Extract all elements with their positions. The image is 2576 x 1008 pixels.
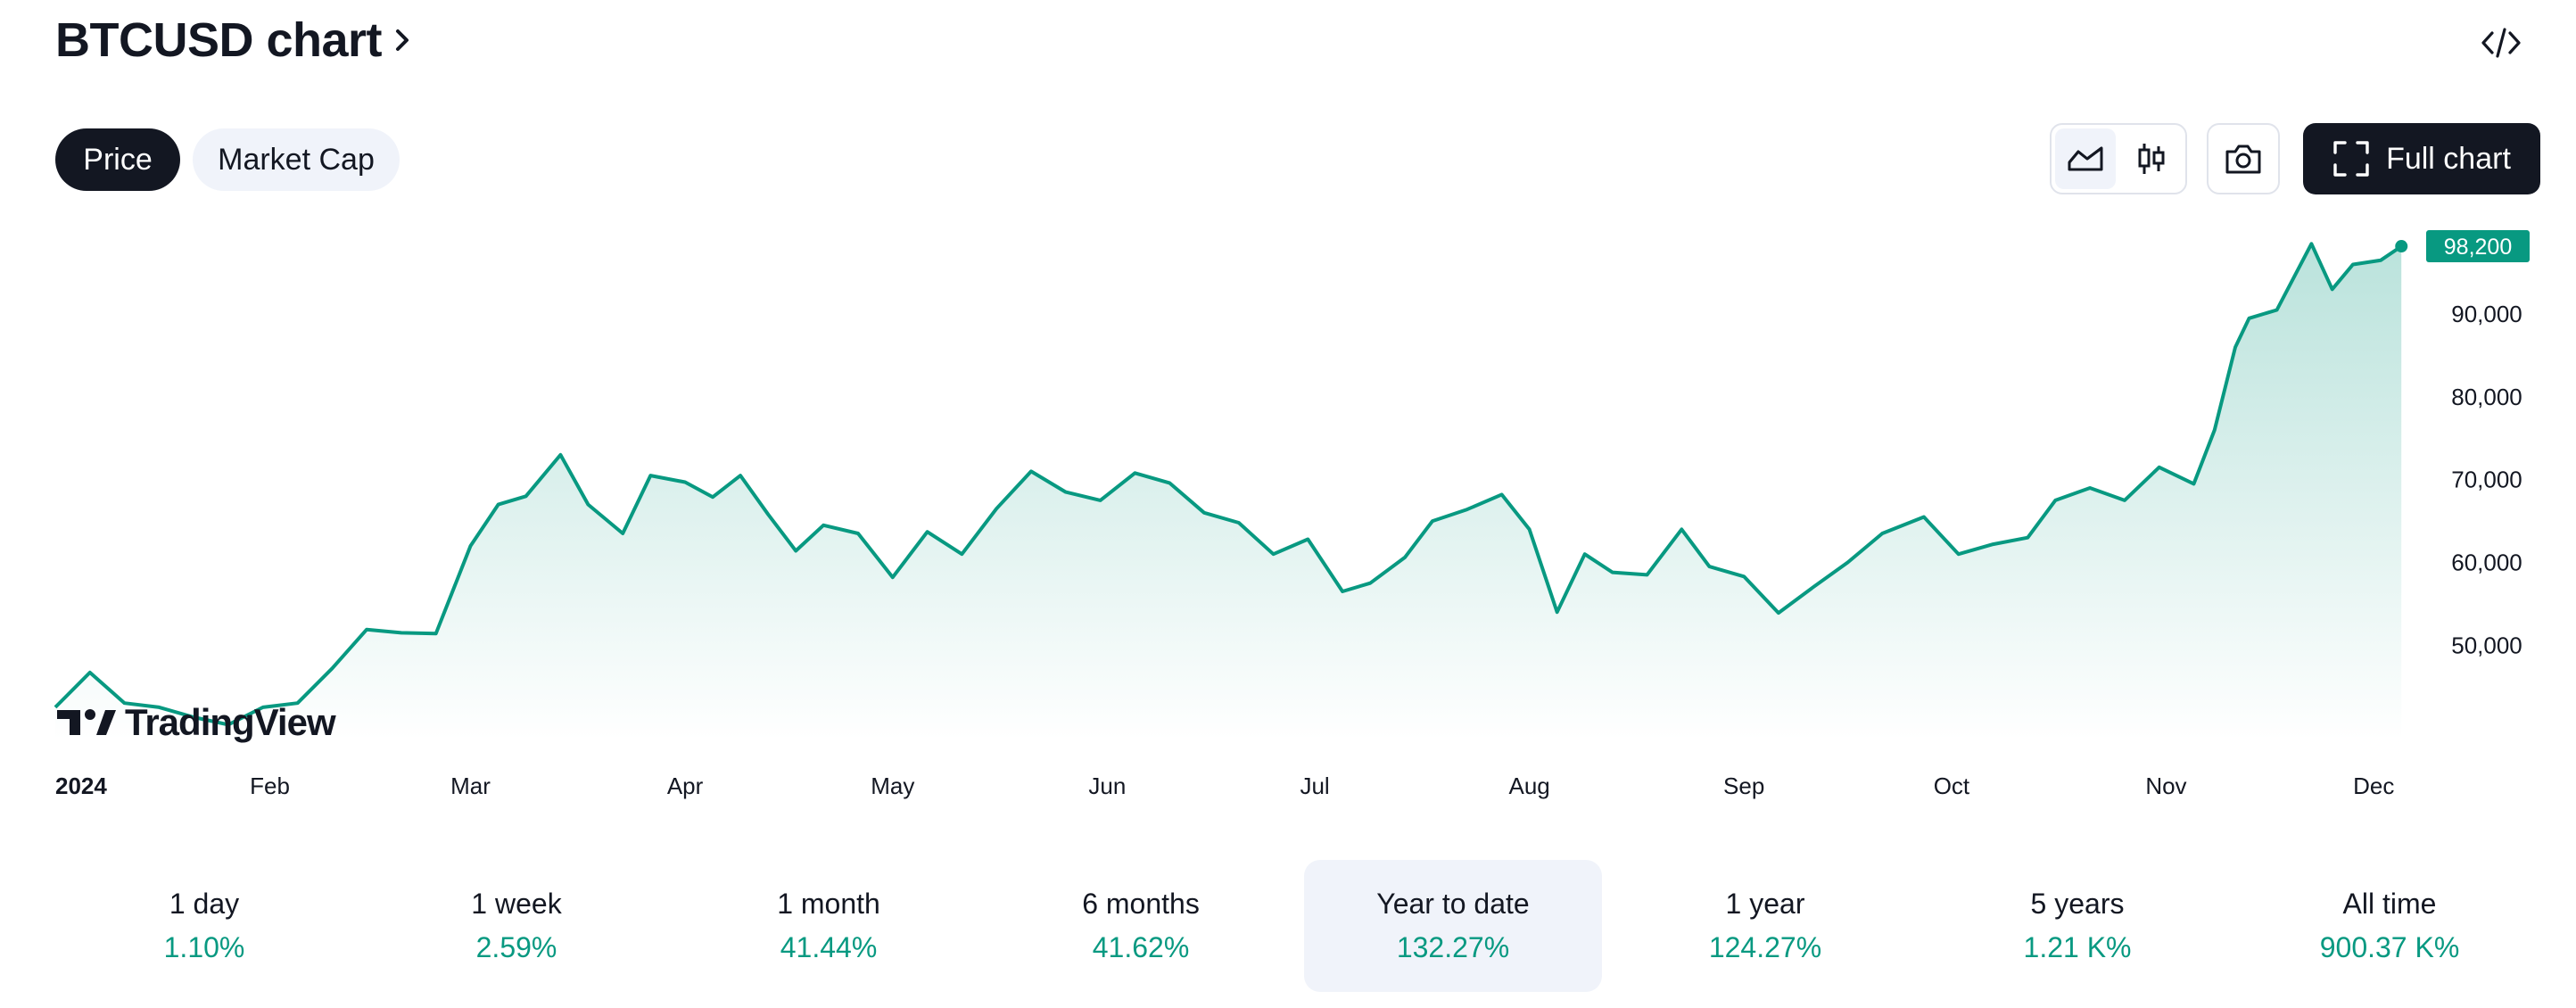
price-series-line [54, 242, 2403, 727]
y-tick-label: 90,000 [2451, 301, 2522, 327]
x-tick-label: Feb [250, 773, 290, 799]
period-label: All time [2342, 888, 2437, 920]
x-tick-label: Sep [1723, 773, 1764, 799]
period-label: 1 year [1725, 888, 1805, 920]
period-change: 41.62% [1092, 931, 1190, 963]
tradingview-logo[interactable]: TradingView [57, 701, 336, 744]
page-title[interactable]: BTCUSD chart [55, 12, 414, 68]
period-year-to-date[interactable]: Year to date 132.27% [1304, 860, 1602, 992]
title-text[interactable]: BTCUSD chart [55, 13, 383, 67]
period-change: 2.59% [475, 931, 557, 963]
embed-button[interactable] [2476, 21, 2526, 64]
period-6-months[interactable]: 6 months 41.62% [992, 860, 1290, 992]
y-tick-label: 80,000 [2451, 384, 2522, 410]
period-label: 1 week [471, 888, 562, 920]
period-1-day[interactable]: 1 day 1.10% [55, 860, 353, 992]
x-tick-label: Nov [2145, 773, 2186, 799]
x-tick-label: 2024 [55, 773, 107, 799]
period-label: Year to date [1376, 888, 1530, 920]
snapshot-button[interactable] [2207, 123, 2280, 194]
x-tick-label: Jun [1088, 773, 1126, 799]
tradingview-logo-icon [57, 709, 116, 735]
x-tick-label: Jul [1300, 773, 1329, 799]
x-axis: 2024 Feb Mar Apr May Jun Jul Aug Sep Oct Nov Dec [55, 773, 2394, 799]
chevron-right-icon [396, 29, 409, 51]
x-tick-label: May [871, 773, 914, 799]
fullscreen-icon [2333, 141, 2369, 177]
last-price-badge: 98,200 [2426, 230, 2530, 263]
period-1-year[interactable]: 1 year 124.27% [1616, 860, 1914, 992]
x-tick-label: Mar [450, 773, 491, 799]
period-1-week[interactable]: 1 week 2.59% [367, 860, 665, 992]
period-label: 1 month [777, 888, 880, 920]
tab-market-cap[interactable]: Market Cap [193, 128, 400, 191]
y-tick-label: 70,000 [2451, 467, 2522, 493]
candle-style-button[interactable] [2121, 128, 2182, 189]
x-tick-label: Oct [1934, 773, 1970, 799]
period-change: 132.27% [1396, 931, 1510, 963]
period-change: 1.21 K% [2023, 931, 2132, 963]
x-tick-label: Apr [667, 773, 704, 799]
x-tick-label: Dec [2353, 773, 2394, 799]
price-area-fill [55, 244, 2402, 740]
candlestick-icon [2138, 144, 2165, 174]
period-change: 1.10% [163, 931, 245, 963]
tradingview-logo-text: TradingView [125, 701, 336, 743]
camera-icon [2225, 145, 2261, 174]
y-axis: 50,000 60,000 70,000 80,000 90,000 [2451, 301, 2522, 658]
last-price-dot [2395, 240, 2408, 253]
period-all-time[interactable]: All time 900.37 K% [2241, 860, 2539, 992]
period-5-years[interactable]: 5 years 1.21 K% [1928, 860, 2226, 992]
period-label: 1 day [169, 888, 240, 920]
period-1-month[interactable]: 1 month 41.44% [680, 860, 978, 992]
y-tick-label: 50,000 [2451, 632, 2522, 658]
code-icon [2481, 28, 2521, 58]
x-tick-label: Aug [1508, 773, 1549, 799]
tab-price[interactable]: Price [55, 128, 180, 191]
line-style-button[interactable] [2055, 128, 2116, 189]
period-change: 900.37 K% [2319, 931, 2460, 963]
area-chart-icon [2068, 146, 2103, 171]
period-change: 41.44% [780, 931, 878, 963]
last-price-label: 98,200 [2444, 235, 2512, 260]
full-chart-label: Full chart [2386, 141, 2511, 176]
period-label: 5 years [2030, 888, 2125, 920]
last-price-badge-bg [2426, 230, 2530, 263]
y-tick-label: 60,000 [2451, 549, 2522, 576]
chart-style-group [2050, 123, 2187, 194]
period-change: 124.27% [1708, 931, 1822, 963]
price-chart[interactable]: 50,000 60,000 70,000 80,000 90,000 2024 Feb Ma… [0, 223, 2576, 812]
full-chart-button[interactable]: Full chart [2303, 123, 2540, 194]
period-label: 6 months [1082, 888, 1200, 920]
